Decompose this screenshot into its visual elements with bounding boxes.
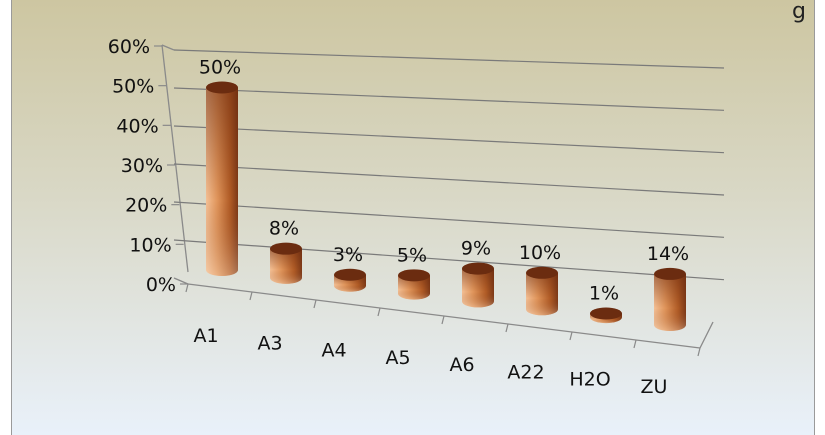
chart-title-fragment: g — [792, 0, 806, 24]
x-axis-ticks: A1 A3 A4 A5 A6 A22 H2O ZU — [185, 283, 701, 398]
data-label: 10% — [519, 242, 561, 264]
gridline — [173, 201, 725, 238]
x-tick-label: A6 — [449, 354, 474, 376]
gridline — [173, 49, 725, 69]
gridlines — [173, 49, 725, 281]
gridline — [173, 163, 725, 196]
bar: 5% — [397, 244, 430, 300]
x-tick-mark — [633, 339, 637, 349]
data-label: 5% — [397, 244, 427, 266]
data-label: 14% — [647, 243, 689, 265]
bar-top — [270, 242, 302, 255]
bar-shade — [462, 268, 494, 308]
bar-shade — [654, 273, 686, 331]
y-axis-ticks: 0% 10% 20% 30% 40% 50% 60% — [108, 36, 188, 296]
x-tick-label: ZU — [641, 376, 668, 398]
bar: 3% — [333, 244, 366, 292]
x-tick-label: A3 — [257, 332, 282, 354]
bar: 1% — [589, 282, 622, 324]
y-axis-line — [161, 44, 189, 273]
data-label: 50% — [199, 57, 241, 79]
bar: 50% — [199, 57, 241, 276]
gridline — [173, 239, 725, 281]
x-tick-label: A1 — [193, 325, 218, 347]
x-tick-mark — [441, 315, 445, 325]
x-tick-mark — [569, 331, 573, 341]
bar-top — [654, 267, 686, 280]
y-tick-label: 0% — [146, 274, 176, 296]
bar-shade — [206, 87, 238, 276]
data-label: 8% — [269, 218, 299, 240]
bar-top — [462, 262, 494, 275]
bar: 8% — [269, 218, 302, 284]
x-tick-mark — [249, 291, 253, 301]
y-tick-label: 50% — [112, 76, 154, 98]
floor-left-edge — [173, 277, 189, 285]
x-tick-mark — [313, 299, 317, 309]
data-label: 3% — [333, 244, 363, 266]
bar-top — [590, 307, 622, 320]
gridline — [173, 125, 725, 154]
bar: 14% — [647, 243, 689, 331]
y-tick-label: 10% — [129, 234, 171, 256]
bar-top — [206, 81, 238, 94]
back-wall-left-edge — [161, 44, 175, 51]
gridline — [173, 87, 725, 111]
x-tick-label: H2O — [569, 369, 610, 391]
bar-shade — [398, 275, 430, 300]
bar-top — [526, 266, 558, 279]
x-tick-label: A22 — [507, 361, 544, 383]
bar-shade — [526, 272, 558, 316]
x-tick-mark — [377, 307, 381, 317]
bar-top — [334, 268, 366, 281]
bar: 10% — [519, 242, 561, 316]
bar-top — [398, 269, 430, 282]
y-tick-label: 60% — [108, 36, 150, 58]
x-tick-label: A5 — [385, 347, 410, 369]
data-label: 9% — [461, 238, 491, 260]
y-tick-label: 20% — [125, 195, 167, 217]
y-tick-label: 30% — [121, 155, 163, 177]
x-tick-mark — [697, 347, 701, 357]
x-tick-mark — [505, 323, 509, 333]
x-tick-label: A4 — [321, 340, 346, 362]
x-tick-mark — [185, 283, 189, 293]
bar: 9% — [461, 238, 494, 308]
y-tick-label: 40% — [116, 115, 158, 137]
bar-shade — [270, 248, 302, 284]
floor-right-edge — [699, 321, 714, 349]
data-label: 1% — [589, 282, 619, 304]
bars: 50% 8% 3% 5% 9% 10% 1% 14% — [199, 57, 689, 331]
